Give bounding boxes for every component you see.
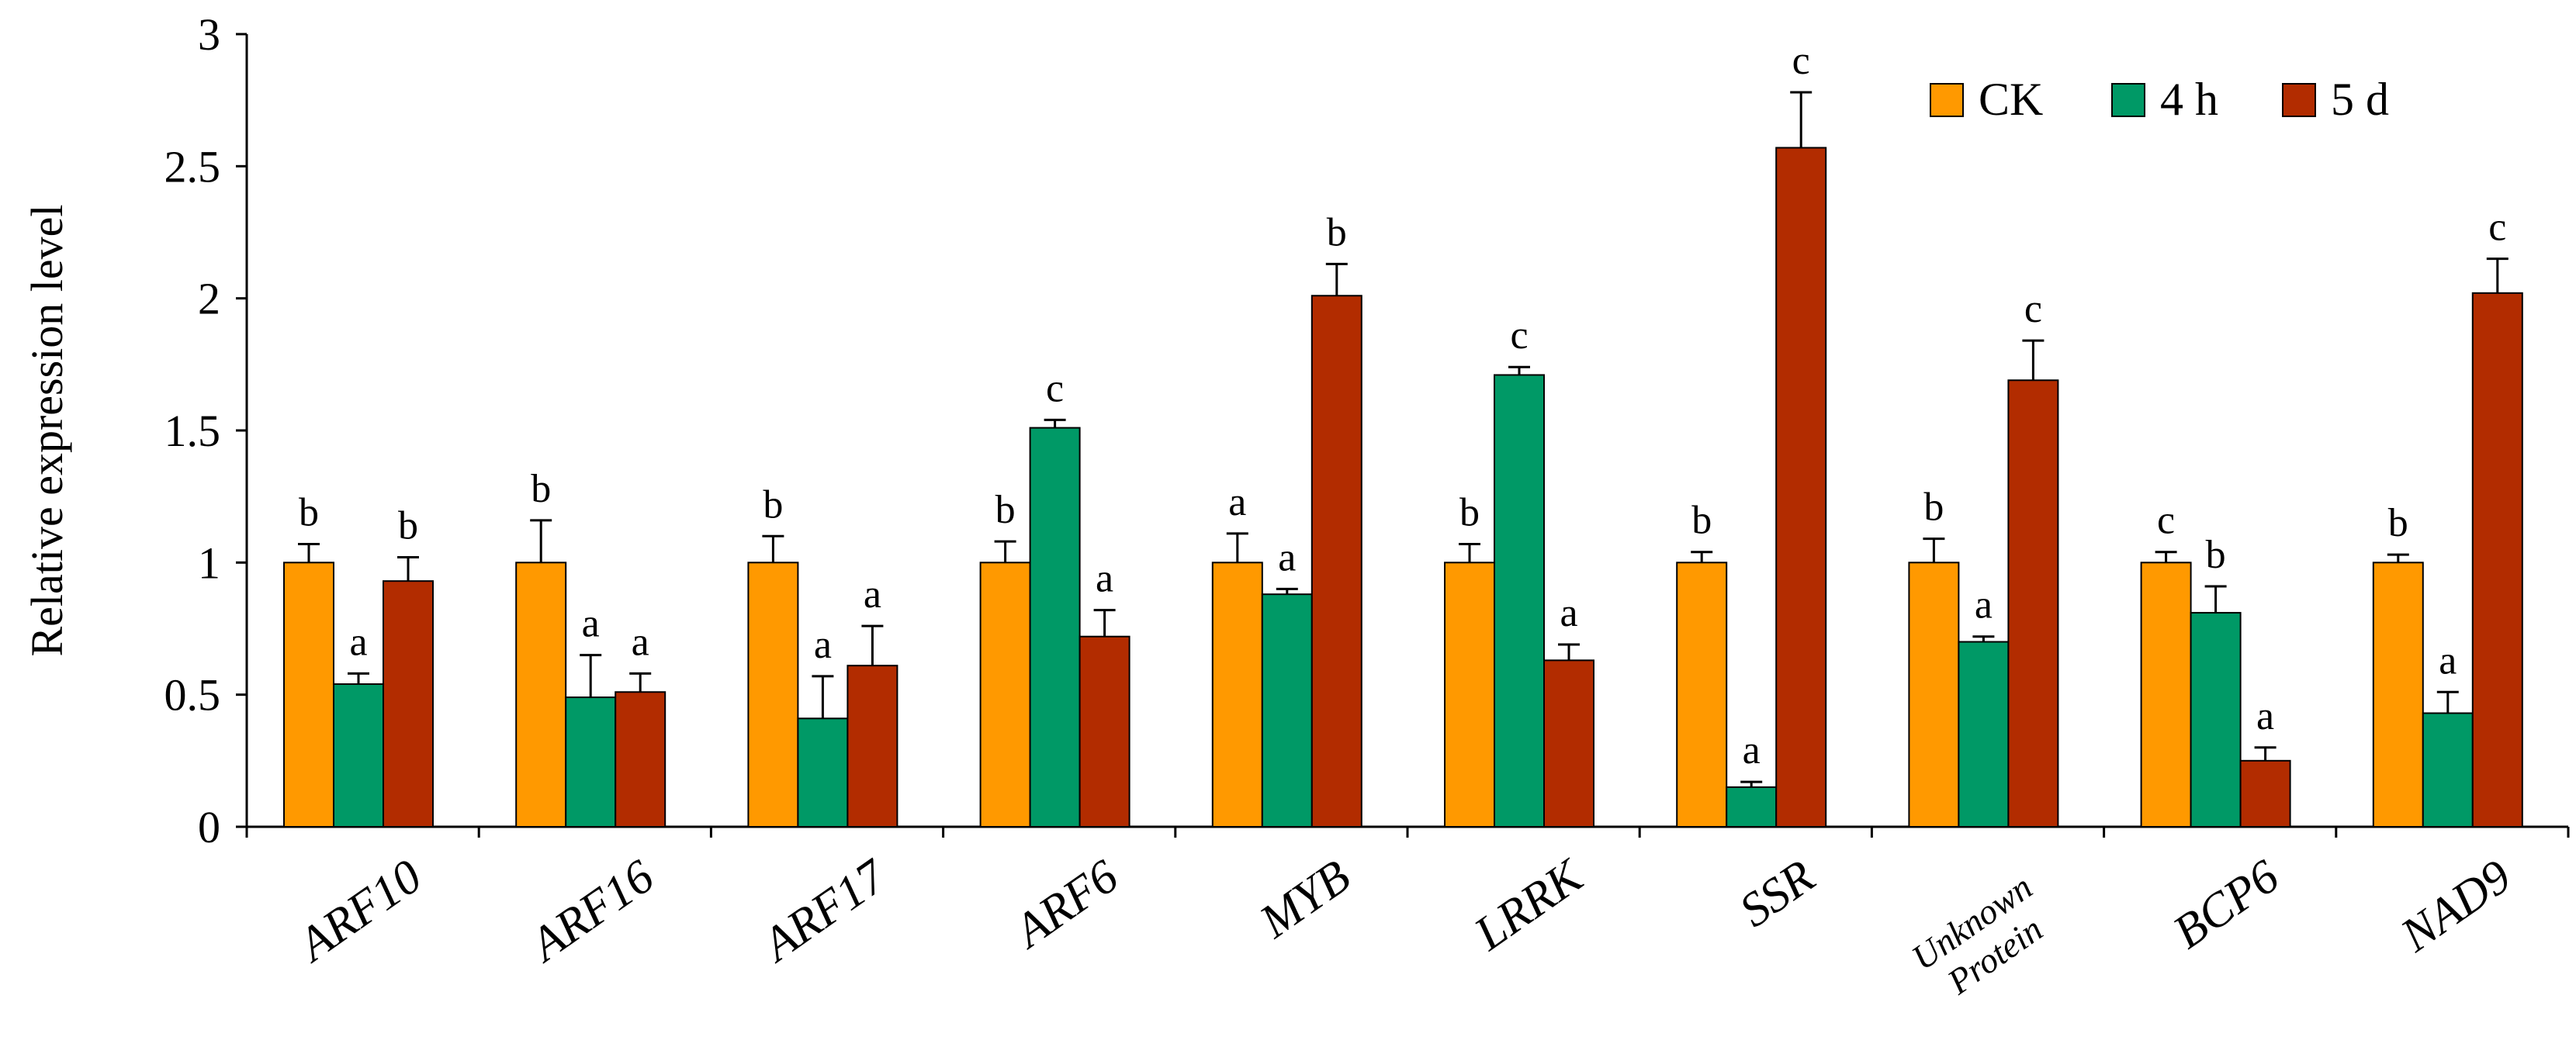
y-axis-title: Relative expression level	[22, 204, 72, 656]
bar-4h-LRRK	[1494, 374, 1545, 828]
category-label: ARF16	[519, 850, 663, 973]
significance-label: a	[582, 602, 600, 646]
bar-CK-ARF17	[747, 562, 799, 828]
significance-label: b	[1327, 210, 1347, 254]
bar-4h-ARF10	[333, 683, 384, 828]
bar-4h-UnknownProtein	[1958, 641, 2010, 828]
category-label: ARF17	[751, 848, 898, 973]
significance-label: c	[1046, 366, 1064, 410]
category-label: MYB	[1250, 850, 1359, 949]
significance-label: c	[2157, 499, 2175, 543]
bar-4h-ARF6	[1029, 427, 1081, 828]
bar-4h-NAD9	[2422, 712, 2474, 828]
bar-CK-NAD9	[2372, 562, 2424, 828]
bar-5d-ARF17	[847, 665, 898, 828]
bar-5d-SSR	[1775, 147, 1827, 828]
bar-CK-MYB	[1211, 562, 1263, 828]
category-label: NAD9	[2391, 850, 2521, 963]
significance-label: a	[1560, 591, 1577, 635]
y-tick-label: 1.5	[164, 406, 221, 456]
significance-label: b	[1923, 486, 1944, 530]
category-label: BCP6	[2164, 850, 2288, 959]
bar-CK-BCP6	[2140, 562, 2192, 828]
bar-5d-ARF10	[383, 580, 434, 828]
significance-label: b	[1459, 490, 1480, 534]
y-tick-label: 3	[198, 9, 220, 60]
legend-label: 5 d	[2331, 74, 2389, 125]
y-tick-label: 1	[198, 537, 220, 588]
bar-4h-SSR	[1726, 786, 1778, 828]
category-label: ARF10	[286, 850, 431, 973]
y-tick-label: 0.5	[164, 670, 221, 721]
significance-label: b	[2206, 533, 2226, 577]
significance-label: a	[2439, 638, 2457, 683]
significance-label: a	[1228, 480, 1246, 524]
legend: CK 4 h 5 d	[1930, 74, 2389, 125]
significance-label: b	[299, 490, 319, 534]
bar-5d-MYB	[1311, 295, 1362, 828]
bar-4h-MYB	[1261, 593, 1313, 828]
significance-label: a	[349, 620, 367, 664]
bar-5d-NAD9	[2471, 292, 2523, 828]
bar-5d-ARF6	[1079, 635, 1130, 828]
bar-4h-ARF17	[797, 717, 849, 828]
bar-4h-ARF16	[565, 696, 617, 828]
y-tick-label: 0	[198, 802, 220, 852]
bar-5d-BCP6	[2239, 759, 2291, 828]
category-label: SSR	[1730, 850, 1824, 938]
bar-CK-ARF6	[979, 562, 1031, 828]
legend-label: 4 h	[2160, 74, 2218, 125]
bar-5d-UnknownProtein	[2007, 379, 2059, 828]
bar-CK-SSR	[1676, 562, 1728, 828]
legend-swatch-4h	[2111, 83, 2145, 117]
significance-label: b	[995, 488, 1016, 532]
bar-CK-ARF10	[283, 562, 334, 828]
significance-label: b	[2388, 501, 2408, 545]
significance-label: a	[632, 620, 649, 664]
significance-label: b	[398, 504, 418, 548]
significance-label: a	[1096, 557, 1113, 601]
significance-label: a	[1975, 583, 1993, 627]
significance-label: a	[2256, 694, 2274, 738]
y-tick-label: 2.5	[164, 141, 221, 192]
bar-4h-BCP6	[2190, 612, 2242, 828]
significance-label: c	[1510, 313, 1528, 358]
significance-label: a	[814, 623, 832, 667]
bar-CK-ARF16	[515, 562, 567, 828]
significance-label: c	[1792, 39, 1810, 83]
bar-CK-LRRK	[1444, 562, 1495, 828]
significance-label: c	[2024, 287, 2042, 331]
bar-5d-LRRK	[1543, 659, 1594, 828]
category-label: ARF6	[1002, 850, 1127, 959]
significance-label: a	[1278, 535, 1296, 579]
significance-label: c	[2488, 206, 2506, 250]
bar-5d-ARF16	[615, 691, 667, 828]
y-tick-label: 2	[198, 274, 220, 324]
significance-label: a	[864, 572, 881, 617]
significance-label: b	[1691, 499, 1712, 543]
significance-label: a	[1743, 728, 1761, 772]
bar-CK-UnknownProtein	[1908, 562, 1960, 828]
legend-swatch-5d	[2282, 83, 2316, 117]
significance-label: b	[763, 482, 783, 527]
legend-swatch-CK	[1930, 83, 1964, 117]
plot-bars	[283, 91, 2523, 828]
category-label: LRRK	[1465, 848, 1594, 961]
significance-label: b	[531, 467, 551, 511]
legend-label: CK	[1979, 74, 2043, 125]
